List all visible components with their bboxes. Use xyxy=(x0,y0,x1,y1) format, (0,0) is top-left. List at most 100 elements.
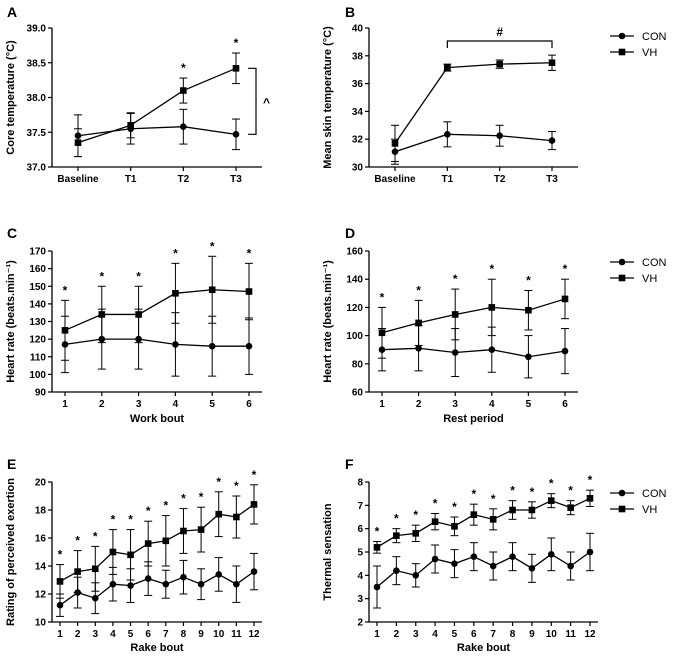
panel-letter: E xyxy=(7,456,16,472)
significance-star: * xyxy=(136,269,141,283)
x-tick-label: T3 xyxy=(546,174,558,185)
panel-letter: F xyxy=(345,456,354,472)
data-point-con xyxy=(172,341,179,348)
y-tick-label: 18 xyxy=(35,506,47,517)
x-tick-label: 2 xyxy=(99,399,105,410)
series-line-con xyxy=(59,571,255,606)
y-tick-label: 160 xyxy=(346,247,363,258)
data-point-con xyxy=(197,580,205,588)
data-point-con xyxy=(525,353,532,361)
x-tick-label: 9 xyxy=(529,629,535,640)
data-point-vh xyxy=(509,506,516,514)
series-line-con xyxy=(64,338,249,347)
series-line-con xyxy=(394,133,553,153)
x-tick-label: 4 xyxy=(173,399,179,410)
y-tick-label: 170 xyxy=(29,247,46,258)
data-point-con xyxy=(232,131,240,138)
x-tick-label: 10 xyxy=(546,629,558,640)
data-point-con xyxy=(528,565,536,572)
x-tick-label: 1 xyxy=(379,399,385,410)
data-point-vh xyxy=(232,65,240,72)
y-tick-label: 10 xyxy=(35,618,47,629)
legend-marker-vh xyxy=(618,48,626,56)
data-point-vh xyxy=(489,516,497,523)
significance-star: * xyxy=(413,508,418,522)
data-point-con xyxy=(245,342,253,350)
legend-marker-vh xyxy=(618,505,626,513)
data-point-vh xyxy=(391,140,399,147)
significance-star: * xyxy=(252,468,257,482)
series-line-vh xyxy=(77,67,237,144)
panel-letter: B xyxy=(345,4,355,20)
y-tick-label: 37.0 xyxy=(27,163,47,174)
data-point-vh xyxy=(444,64,451,71)
y-tick-label: 8 xyxy=(357,478,363,489)
x-tick-label: 1 xyxy=(57,629,63,640)
data-point-vh xyxy=(415,319,422,327)
data-point-vh xyxy=(162,537,170,545)
y-tick-label: 100 xyxy=(346,331,363,342)
significance-star: * xyxy=(146,504,151,518)
x-tick-label: 3 xyxy=(92,629,98,640)
y-tick-label: 36 xyxy=(352,79,364,90)
data-point-con xyxy=(561,347,569,355)
x-tick-label: 3 xyxy=(136,399,142,410)
data-point-vh xyxy=(127,122,134,129)
data-point-con xyxy=(215,571,223,578)
data-point-con xyxy=(144,575,152,582)
y-tick-label: 140 xyxy=(29,299,46,310)
data-point-vh xyxy=(127,551,134,559)
y-axis-title: Heart rate (beats.min⁻¹) xyxy=(5,260,17,383)
legend-label: VH xyxy=(642,273,657,285)
significance-star: * xyxy=(247,246,252,260)
data-point-con xyxy=(496,132,503,140)
y-tick-label: 34 xyxy=(352,107,364,118)
y-tick-label: 110 xyxy=(30,352,47,363)
panel-letter: C xyxy=(7,225,17,241)
y-axis-title: Heart rate (beats.min⁻¹) xyxy=(322,260,334,383)
significance-star: * xyxy=(380,290,385,304)
y-tick-label: 37.5 xyxy=(27,128,47,139)
data-point-vh xyxy=(528,506,536,514)
legend-marker-con xyxy=(618,489,626,497)
significance-star: * xyxy=(234,479,239,493)
legend-2: CON VH xyxy=(610,257,667,285)
x-tick-label: 11 xyxy=(231,629,242,640)
data-point-vh xyxy=(56,578,64,585)
data-point-con xyxy=(109,580,117,588)
data-point-con xyxy=(412,572,420,579)
x-axis-title: Work bout xyxy=(130,413,185,425)
legend-marker-con xyxy=(618,258,626,266)
data-point-con xyxy=(180,123,187,130)
y-tick-label: 120 xyxy=(346,303,363,314)
y-axis-title: Mean skin temperature (°C) xyxy=(322,26,334,169)
data-point-vh xyxy=(393,532,400,539)
significance-star: * xyxy=(563,262,568,276)
data-point-con xyxy=(127,582,134,589)
y-tick-label: 38 xyxy=(352,51,364,62)
chart-panel-B: B 30 32 34 36 38 40 Baseline T1 T2 T3 Mean skin tem… xyxy=(322,4,578,185)
y-tick-label: 38.0 xyxy=(27,93,47,104)
data-point-vh xyxy=(180,87,187,94)
data-point-vh xyxy=(548,59,556,67)
legend-3: CON VH xyxy=(610,488,667,516)
x-tick-label: T1 xyxy=(441,174,453,185)
data-point-vh xyxy=(586,495,594,502)
bracket-label: ^ xyxy=(263,95,270,109)
chart-panel-D: D 60 80 100 120 140 160 1 2 3 4 5 6 Heart rate (beats… xyxy=(322,225,578,425)
x-tick-label: 5 xyxy=(452,629,458,640)
x-tick-label: 1 xyxy=(62,399,68,410)
series-line-vh xyxy=(59,503,255,582)
significance-star: * xyxy=(58,548,63,562)
data-point-con xyxy=(233,580,240,588)
significance-star: * xyxy=(111,513,116,527)
data-point-vh xyxy=(144,540,152,547)
x-tick-label: 10 xyxy=(213,629,225,640)
x-axis-title: Rest period xyxy=(443,413,504,425)
data-point-vh xyxy=(91,565,99,573)
chart-panel-A: A 37.0 37.5 38.0 38.5 39.0 Baseline T1 T2 T3 Core … xyxy=(5,4,270,185)
y-tick-label: 60 xyxy=(352,388,364,399)
data-point-vh xyxy=(451,311,459,318)
x-tick-label: 4 xyxy=(489,399,495,410)
